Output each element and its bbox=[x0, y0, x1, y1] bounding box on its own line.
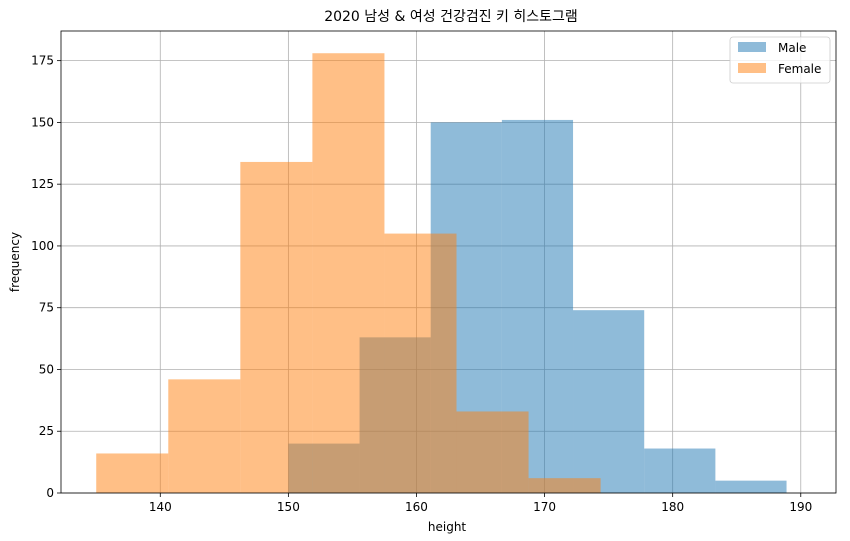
histogram-bar-male bbox=[715, 480, 787, 493]
x-tick-label: 180 bbox=[661, 500, 684, 514]
ticks-layer: 140 150 160 170 180 190 0 25 50 75 100 125 150 175 bbox=[31, 54, 812, 514]
histogram-bar-female bbox=[312, 53, 385, 494]
x-tick-label: 140 bbox=[149, 500, 172, 514]
y-tick-label: 25 bbox=[39, 424, 54, 438]
histogram-bar-female bbox=[96, 453, 169, 493]
histogram-bar-female bbox=[240, 161, 313, 494]
bars-layer bbox=[96, 53, 787, 494]
y-tick-label: 100 bbox=[31, 239, 54, 253]
x-tick-label: 190 bbox=[789, 500, 812, 514]
legend-swatch-male bbox=[738, 42, 766, 52]
y-tick-label: 150 bbox=[31, 115, 54, 129]
histogram-bar-female bbox=[384, 233, 457, 493]
y-tick-label: 175 bbox=[31, 54, 54, 68]
y-tick-label: 125 bbox=[31, 177, 54, 191]
histogram-bar-male bbox=[644, 448, 716, 493]
histogram-bar-male bbox=[573, 310, 645, 493]
legend-label-male: Male bbox=[778, 41, 806, 55]
x-tick-label: 150 bbox=[277, 500, 300, 514]
x-tick-label: 160 bbox=[405, 500, 428, 514]
histogram-bar-female bbox=[528, 478, 601, 493]
histogram-bar-female bbox=[168, 379, 241, 493]
legend-label-female: Female bbox=[778, 62, 821, 76]
chart-title: 2020 남성 & 여성 건강검진 키 히스토그램 bbox=[324, 9, 578, 25]
plot-frame bbox=[60, 30, 837, 494]
histogram-bar-female bbox=[456, 411, 529, 493]
legend-swatch-female bbox=[738, 63, 766, 73]
y-tick-label: 75 bbox=[39, 301, 54, 315]
y-tick-label: 50 bbox=[39, 362, 54, 376]
y-axis-label: frequency bbox=[8, 232, 22, 292]
x-axis-label: height bbox=[428, 520, 467, 534]
x-tick-label: 170 bbox=[533, 500, 556, 514]
legend: Male Female bbox=[729, 36, 831, 84]
y-tick-label: 0 bbox=[46, 486, 54, 500]
